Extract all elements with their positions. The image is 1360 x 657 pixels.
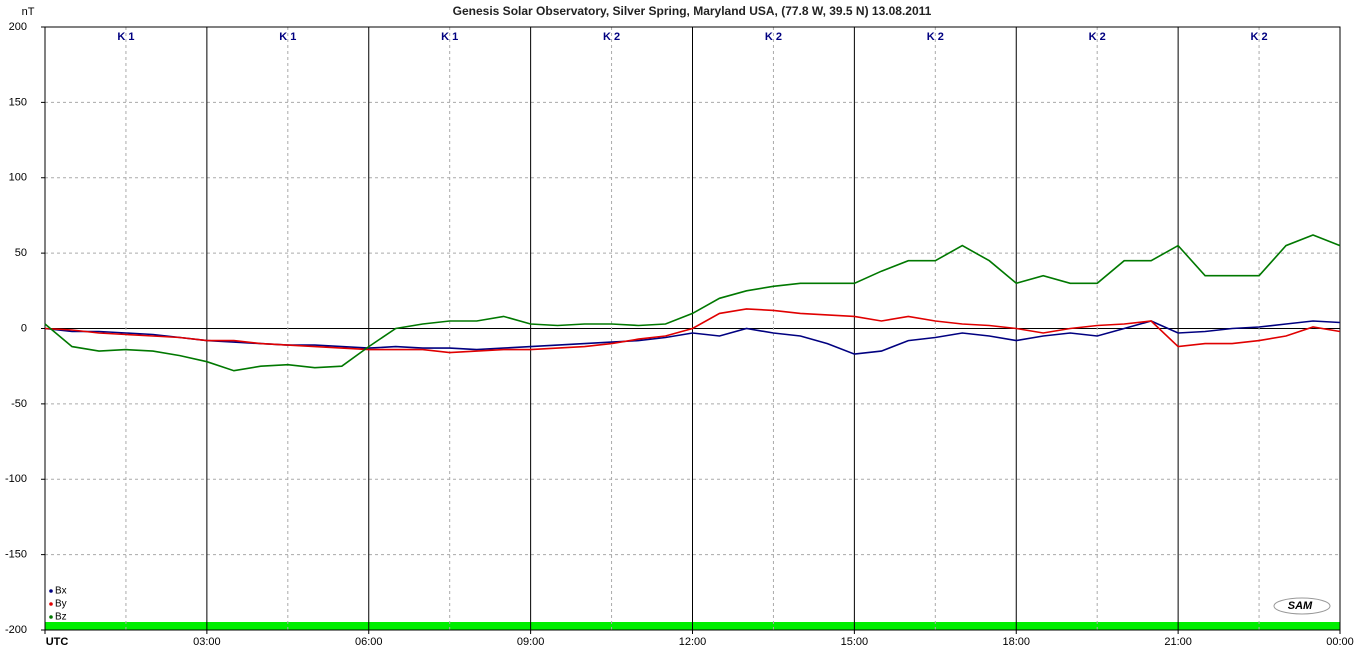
y-tick-label: 150 [9,96,27,108]
x-tick-label: 00:00 [1326,636,1354,648]
x-tick-label: 09:00 [517,636,545,648]
y-tick-label: -200 [5,624,27,636]
x-tick-label: UTC [46,636,69,648]
legend-label: Bx [55,586,67,597]
x-tick-label: 15:00 [841,636,869,648]
y-tick-label: 100 [9,172,27,184]
legend-marker [49,589,53,593]
legend-marker [49,602,53,606]
k-index: K 2 [765,31,782,43]
logo: SAM [1288,600,1313,612]
y-axis-label: nT [22,6,35,18]
x-tick-label: 18:00 [1002,636,1030,648]
k-index: K 2 [1089,31,1106,43]
chart-title: Genesis Solar Observatory, Silver Spring… [453,4,932,18]
k-index: K 2 [603,31,620,43]
k-index: K 1 [117,31,134,43]
x-tick-label: 06:00 [355,636,383,648]
k-index: K 2 [927,31,944,43]
x-tick-label: 12:00 [679,636,707,648]
x-tick-label: 03:00 [193,636,221,648]
y-tick-label: -50 [11,398,27,410]
k-index: K 1 [279,31,296,43]
y-tick-label: 50 [15,247,27,259]
x-tick-label: 21:00 [1164,636,1192,648]
legend-label: Bz [55,612,67,623]
y-tick-label: -100 [5,473,27,485]
y-tick-label: 200 [9,21,27,33]
k-index: K 2 [1251,31,1268,43]
k-index: K 1 [441,31,458,43]
legend-marker [49,615,53,619]
logo-swoosh [1273,597,1331,615]
series-line [44,234,1341,372]
y-tick-label: 0 [21,322,27,334]
legend-label: By [55,599,67,610]
y-tick-label: -150 [5,549,27,561]
series-line [44,308,1341,354]
